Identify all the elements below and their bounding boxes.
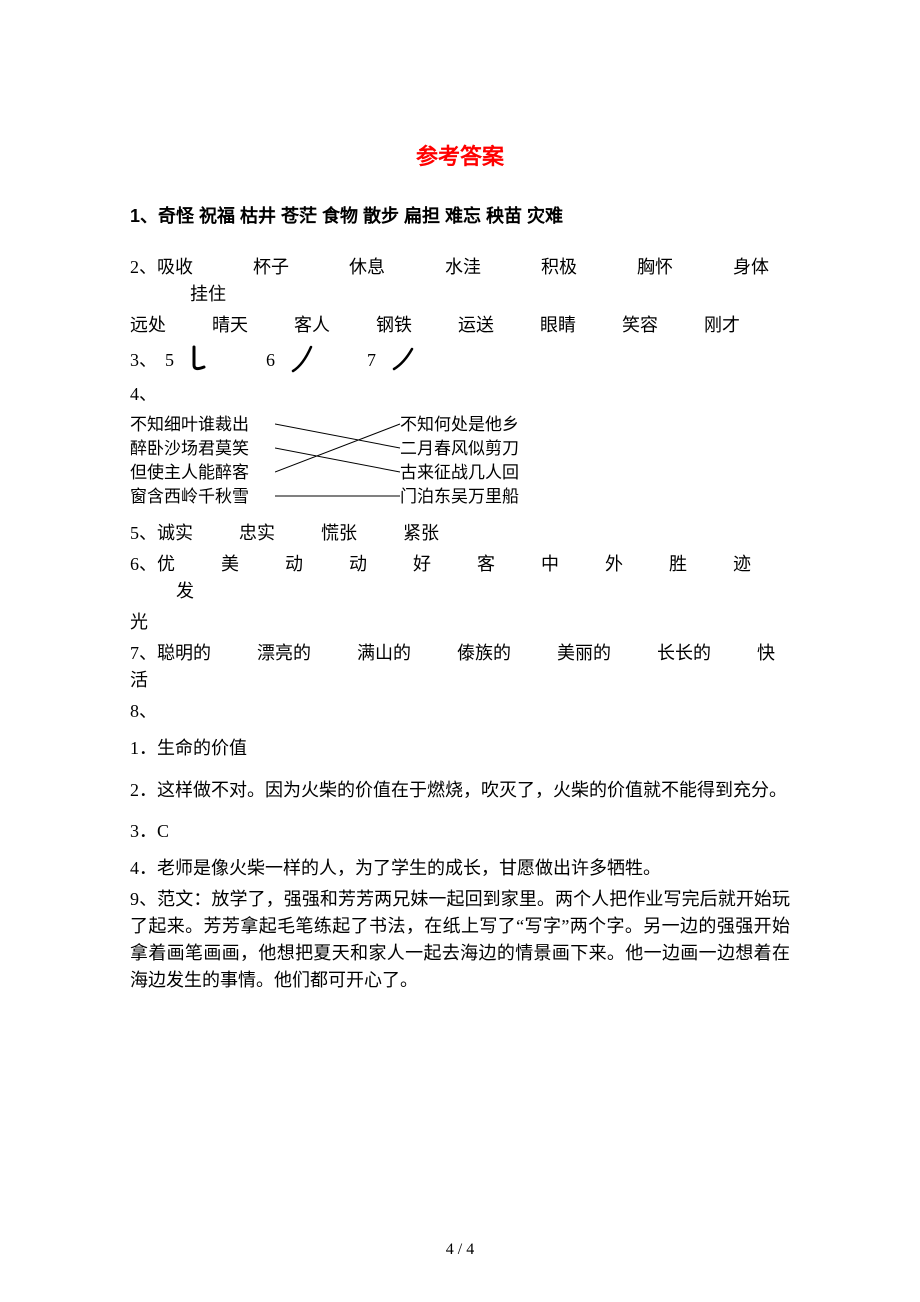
q2-w: 杯子 — [253, 257, 289, 277]
match-left: 但使主人能醉客 — [130, 460, 249, 486]
match-right: 古来征战几人回 — [400, 460, 519, 486]
q2-w: 眼睛 — [540, 315, 576, 335]
q3-num: 7 — [367, 347, 376, 374]
q2-w: 刚才 — [704, 315, 740, 335]
question-2-row2: 远处 晴天 客人 钢铁 运送 眼睛 笑容 刚才 — [130, 312, 790, 339]
match-right: 不知何处是他乡 — [400, 412, 519, 438]
q6-c: 迹 — [733, 554, 751, 574]
q2-w: 晴天 — [212, 315, 248, 335]
question-4-label: 4、 — [130, 381, 790, 408]
q6-c: 动 — [285, 554, 303, 574]
q6-c: 好 — [413, 554, 431, 574]
q1-label: 1、 — [130, 206, 158, 226]
q2-label: 2、 — [130, 257, 157, 277]
match-left: 不知细叶谁裁出 — [130, 412, 249, 438]
q7-w: 长长的 — [657, 643, 711, 663]
question-6-tail: 光 — [130, 609, 790, 636]
q6-c: 动 — [349, 554, 367, 574]
q2-w: 笑容 — [622, 315, 658, 335]
q8-a1: 1．生命的价值 — [130, 735, 790, 762]
q5-label: 5、 — [130, 523, 157, 543]
q2-w: 水洼 — [445, 257, 481, 277]
q2-w: 吸收 — [157, 257, 193, 277]
match-left: 窗含西岭千秋雪 — [130, 484, 249, 510]
q5-w: 忠实 — [239, 523, 275, 543]
q5-w: 诚实 — [157, 523, 193, 543]
q8-a3: 3．C — [130, 818, 790, 845]
q8-a4: 4．老师是像火柴一样的人，为了学生的成长，甘愿做出许多牺牲。 — [130, 855, 790, 882]
q2-w: 胸怀 — [637, 257, 673, 277]
question-3: 3、 5 6 7 — [130, 343, 790, 377]
question-9: 9、范文：放学了，强强和芳芳两兄妹一起回到家里。两个人把作业写完后就开始玩了起来… — [130, 886, 790, 994]
q6-c: 外 — [605, 554, 623, 574]
stroke-icon — [182, 343, 222, 377]
q3-num: 5 — [165, 347, 174, 374]
q7-w: 聪明的 — [157, 643, 211, 663]
matching-lines — [275, 416, 405, 512]
question-4-matching: 不知细叶谁裁出 醉卧沙场君莫笑 但使主人能醉客 窗含西岭千秋雪 不知何处是他乡 … — [130, 412, 790, 516]
q7-w: 漂亮的 — [257, 643, 311, 663]
question-7: 7、聪明的漂亮的满山的傣族的美丽的长长的快活 — [130, 640, 790, 694]
q7-w: 美丽的 — [557, 643, 611, 663]
q8-a2: 2．这样做不对。因为火柴的价值在于燃烧，吹灭了，火柴的价值就不能得到充分。 — [130, 772, 790, 808]
q2-w: 远处 — [130, 315, 166, 335]
q2-w: 客人 — [294, 315, 330, 335]
match-left: 醉卧沙场君莫笑 — [130, 436, 249, 462]
q9-text: 范文：放学了，强强和芳芳两兄妹一起回到家里。两个人把作业写完后就开始玩了起来。芳… — [130, 889, 790, 990]
document-page: 参考答案 1、奇怪 祝福 枯井 苍茫 食物 散步 扁担 难忘 秧苗 灾难 2、吸… — [0, 0, 920, 1302]
q2-w: 钢铁 — [376, 315, 412, 335]
q6-c: 优 — [157, 554, 175, 574]
q7-w: 傣族的 — [457, 643, 511, 663]
question-5: 5、诚实 忠实 慌张 紧张 — [130, 520, 790, 547]
q6-label: 6、 — [130, 554, 157, 574]
q6-c: 发 — [176, 581, 194, 601]
q6-c: 客 — [477, 554, 495, 574]
q6-c: 中 — [541, 554, 559, 574]
stroke-icon — [384, 343, 424, 377]
q5-w: 慌张 — [321, 523, 357, 543]
question-6: 6、优 美 动 动 好 客 中 外 胜 迹发 — [130, 551, 790, 605]
q6-c: 美 — [221, 554, 239, 574]
page-title: 参考答案 — [130, 140, 790, 173]
q2-w: 休息 — [349, 257, 385, 277]
q5-w: 紧张 — [403, 523, 439, 543]
match-right: 二月春风似剪刀 — [400, 436, 519, 462]
q2-w: 身体 — [733, 257, 769, 277]
q7-label: 7、 — [130, 643, 157, 663]
question-8-label: 8、 — [130, 698, 790, 725]
match-right: 门泊东吴万里船 — [400, 484, 519, 510]
q2-w: 积极 — [541, 257, 577, 277]
question-1: 1、奇怪 祝福 枯井 苍茫 食物 散步 扁担 难忘 秧苗 灾难 — [130, 203, 790, 230]
q2-w: 挂住 — [190, 284, 226, 304]
stroke-icon — [283, 343, 323, 377]
q2-w: 运送 — [458, 315, 494, 335]
page-footer: 4 / 4 — [0, 1238, 920, 1262]
q7-w: 满山的 — [357, 643, 411, 663]
q6-c: 胜 — [669, 554, 687, 574]
question-2-row1: 2、吸收 杯子 休息 水洼 积极 胸怀 身体挂住 — [130, 254, 790, 308]
q9-label: 9、 — [130, 889, 157, 909]
q3-num: 6 — [266, 347, 275, 374]
q1-text: 奇怪 祝福 枯井 苍茫 食物 散步 扁担 难忘 秧苗 灾难 — [158, 206, 563, 226]
q3-label: 3、 — [130, 347, 157, 374]
